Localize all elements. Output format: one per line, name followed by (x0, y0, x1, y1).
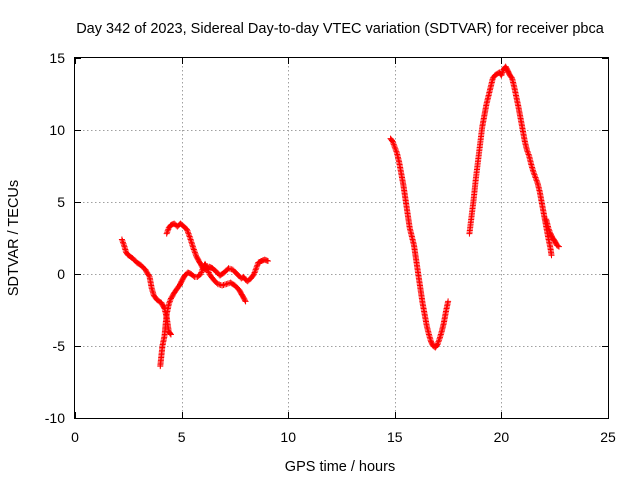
data-point (525, 151, 532, 158)
data-point (241, 297, 248, 304)
x-tick-label: 25 (600, 429, 616, 445)
y-tick-label: 10 (49, 122, 65, 138)
data-point (546, 229, 553, 236)
data-point (434, 340, 441, 347)
data-point (434, 341, 441, 348)
data-point (390, 141, 397, 148)
data-point (167, 330, 174, 337)
data-point (186, 233, 193, 240)
data-point (167, 331, 174, 338)
chart-title: Day 342 of 2023, Sidereal Day-to-day VTE… (76, 21, 605, 37)
data-point (183, 226, 190, 233)
y-tick-label: 5 (57, 194, 65, 210)
axis-ticks: 0 5 10 15 20 25 -10 -5 0 5 10 15 (45, 50, 616, 445)
data-point (119, 237, 126, 244)
data-point (120, 240, 127, 247)
data-point (555, 243, 562, 250)
data-point (197, 271, 204, 277)
data-point (191, 249, 198, 256)
data-point (251, 271, 258, 277)
data-point (242, 298, 249, 305)
y-tick-label: -10 (45, 410, 65, 426)
x-tick-label: 0 (71, 429, 79, 445)
data-point (531, 171, 538, 178)
data-point (250, 272, 257, 279)
data-point (165, 301, 172, 308)
data-point (546, 227, 553, 234)
data-point (254, 262, 261, 269)
data-point (186, 232, 193, 239)
data-point (391, 144, 398, 151)
data-point (191, 247, 198, 254)
data-point (499, 69, 506, 76)
data-point (392, 145, 399, 152)
data-point (445, 298, 452, 305)
x-tick-label: 5 (178, 429, 186, 445)
data-point (184, 229, 191, 236)
data-point (498, 70, 505, 77)
data-point (190, 272, 197, 279)
data-point (525, 150, 532, 157)
x-axis-label: GPS time / hours (285, 459, 395, 475)
data-point (192, 252, 199, 259)
y-tick-label: 15 (49, 50, 65, 66)
data-point (533, 175, 540, 182)
data-point (554, 242, 561, 249)
y-tick-label: 0 (57, 266, 65, 282)
data-point (190, 245, 197, 252)
grid (75, 58, 608, 418)
data-point (190, 246, 197, 253)
data-point (523, 147, 530, 154)
plot-frame (74, 57, 609, 419)
x-tick-label: 10 (280, 429, 296, 445)
data-point (164, 227, 171, 234)
data-point (531, 173, 538, 180)
data-point (252, 266, 259, 273)
data-point (524, 148, 531, 155)
data-point (390, 139, 397, 146)
data-point (435, 338, 442, 345)
data-point (532, 174, 539, 181)
data-point (393, 148, 400, 155)
data-point (530, 168, 537, 175)
data-point (533, 177, 540, 184)
y-axis-label: SDTVAR / TECUs (6, 180, 22, 296)
data-point (545, 226, 552, 233)
data-point (205, 269, 212, 276)
data-point (198, 269, 205, 276)
data-point (530, 170, 537, 177)
data-point (166, 299, 173, 306)
data-point (264, 258, 271, 265)
data-point (192, 250, 199, 257)
data-point (252, 268, 259, 275)
data-point (251, 269, 258, 276)
data-point (185, 230, 192, 237)
x-tick-label: 15 (387, 429, 403, 445)
data-point (118, 236, 125, 243)
data-point (164, 229, 171, 236)
data-point (145, 272, 152, 279)
data-points (118, 63, 562, 370)
data-point (392, 147, 399, 154)
data-point (389, 138, 396, 145)
y-tick-label: -5 (53, 338, 66, 354)
data-point (534, 178, 541, 185)
x-tick-label: 20 (494, 429, 510, 445)
data-point (436, 337, 443, 344)
data-point (391, 142, 398, 149)
data-point (548, 252, 555, 259)
data-point (166, 298, 173, 305)
data-point (167, 296, 174, 303)
data-point (253, 263, 260, 270)
data-point (119, 239, 126, 246)
data-point (253, 265, 260, 272)
data-point (184, 227, 191, 234)
data-point (498, 72, 505, 79)
data-point (545, 224, 552, 231)
data-point (163, 230, 170, 237)
